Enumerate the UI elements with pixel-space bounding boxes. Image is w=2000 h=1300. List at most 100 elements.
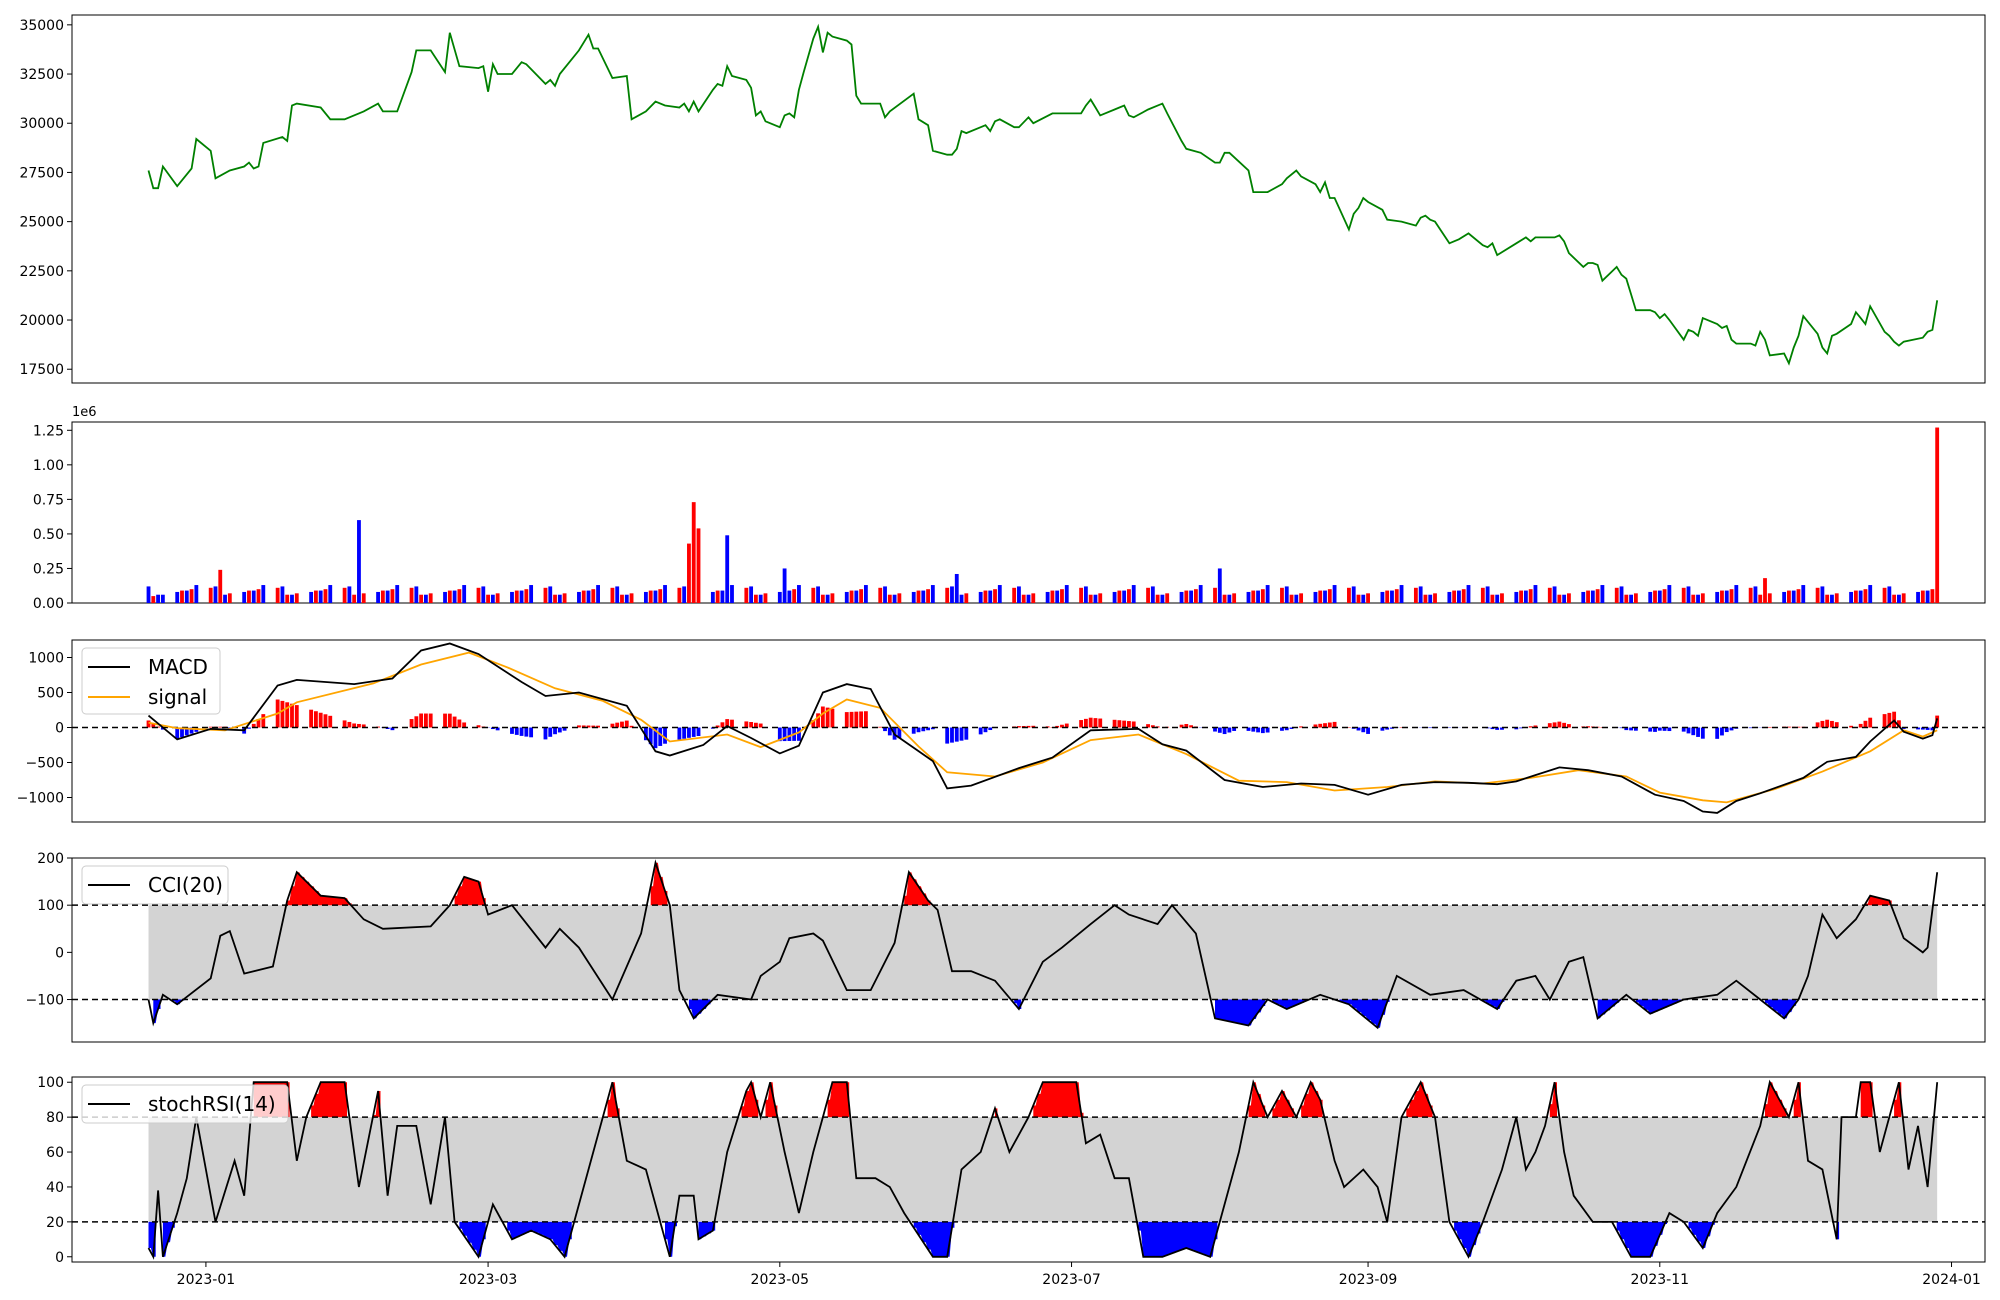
volume-bar: [586, 590, 591, 603]
volume-bar: [1547, 587, 1552, 603]
volume-bar: [820, 594, 825, 603]
volume-bar: [993, 589, 997, 603]
macd-histogram-bar: [1624, 727, 1629, 731]
volume-ytick-label: 0.75: [33, 492, 64, 508]
macd-histogram-bar: [1820, 720, 1825, 728]
macd-histogram-bar: [452, 716, 457, 728]
macd-histogram-bar: [964, 727, 969, 740]
macd-histogram-bar: [926, 727, 930, 731]
macd-histogram-bar: [428, 713, 433, 728]
volume-bar: [227, 593, 232, 603]
macd-histogram-bar: [696, 727, 701, 736]
macd-histogram-bar: [744, 721, 749, 728]
macd-histogram-bar: [256, 718, 261, 728]
macd-histogram-bar: [189, 727, 194, 734]
macd-histogram-bar: [1849, 725, 1854, 728]
volume-bar: [1461, 589, 1466, 603]
volume-bar: [1495, 594, 1500, 603]
macd-histogram-bar: [854, 711, 859, 728]
macd-histogram-bar: [1863, 720, 1868, 728]
macd-histogram-bar: [352, 723, 357, 728]
macd-histogram-bar: [1150, 725, 1155, 728]
volume-bar: [486, 594, 490, 603]
macd-frame: [71, 639, 1986, 823]
macd-histogram-bar: [1519, 727, 1524, 729]
macd-histogram-bar: [1619, 727, 1624, 729]
volume-bar: [1428, 594, 1433, 603]
volume-bar: [1748, 587, 1753, 603]
macd-histogram-bar: [1260, 727, 1265, 734]
volume-bar: [648, 590, 653, 603]
volume-bar: [1863, 589, 1868, 603]
volume-bar: [624, 594, 629, 603]
volume-bar: [1323, 590, 1327, 603]
cci-oversold-fill: [688, 999, 711, 1019]
macd-histogram-bar: [1380, 727, 1385, 731]
volume-bar: [878, 587, 883, 603]
macd-histogram-bar: [725, 719, 730, 728]
volume-bar: [376, 591, 380, 603]
volume-bar: [1299, 593, 1304, 603]
volume-bar: [577, 591, 581, 603]
volume-bar: [844, 591, 849, 603]
volume-bar: [1715, 591, 1720, 603]
macd-histogram-bar: [1098, 718, 1103, 728]
macd-histogram-bar: [1834, 722, 1839, 728]
cci-overbought-fill: [904, 872, 931, 906]
volume-bar: [653, 590, 658, 603]
volume-bar: [629, 593, 634, 603]
volume-bar: [1480, 587, 1485, 603]
macd-histogram-bar: [820, 706, 825, 728]
volume-bar: [256, 589, 261, 603]
volume-bar: [615, 586, 620, 603]
volume-bar: [490, 594, 495, 603]
cci-ytick-label: 100: [37, 898, 64, 914]
macd-histogram-bar: [916, 727, 921, 733]
volume-bar: [1782, 591, 1787, 603]
stochrsi-legend-label: stochRSI(14): [148, 1092, 276, 1116]
volume-bar: [519, 590, 524, 603]
macd-histogram-bar: [730, 719, 734, 728]
volume-bar: [959, 594, 964, 603]
volume-bar: [1045, 591, 1050, 603]
volume-bar: [1179, 591, 1184, 603]
volume-bar: [988, 590, 993, 603]
price-ytick-label: 27500: [19, 165, 64, 181]
macd-histogram-bar: [830, 708, 835, 728]
volume-bar: [825, 594, 830, 603]
macd-histogram-bar: [1748, 727, 1753, 729]
volume-bar: [1413, 587, 1418, 603]
macd-histogram-bar: [887, 727, 892, 736]
macd-histogram-bar: [1284, 727, 1289, 731]
macd-histogram-bar: [548, 727, 553, 737]
volume-bar: [1390, 590, 1394, 603]
macd-histogram-bar: [1653, 727, 1657, 732]
volume-bar: [620, 594, 624, 603]
volume-bar: [1093, 594, 1098, 603]
volume-bar: [151, 596, 156, 603]
stochrsi-ytick-label: 80: [46, 1110, 64, 1126]
volume-bar: [1385, 590, 1390, 603]
macd-histogram-bar: [1323, 723, 1327, 728]
volume-bar: [863, 585, 868, 603]
macd-histogram-bar: [409, 719, 414, 728]
price-ytick-label: 32500: [19, 67, 64, 83]
macd-histogram-bar: [1724, 727, 1729, 733]
macd-histogram-bar: [1366, 727, 1370, 734]
volume-panel: 0.00 0.25 0.50 0.75 1.00 1.25 1e6: [33, 405, 1986, 612]
macd-histogram-bar: [1385, 727, 1390, 730]
volume-bar: [309, 591, 314, 603]
macd-histogram-bar: [1217, 727, 1222, 733]
volume-bar: [1327, 589, 1332, 603]
macd-histogram-bar: [1031, 725, 1036, 728]
volume-bar: [787, 590, 792, 603]
volume-bar: [749, 586, 754, 603]
volume-bar: [529, 585, 534, 603]
volume-bar: [1696, 594, 1700, 603]
volume-bar: [514, 590, 519, 603]
macd-histogram-bar: [208, 726, 213, 728]
price-panel: 17500 20000 22500 25000 27500 30000 32500 35000: [19, 14, 1986, 384]
macd-histogram-bar: [1796, 726, 1801, 728]
price-ytick-label: 25000: [19, 215, 64, 231]
macd-histogram-bar: [1868, 717, 1873, 728]
